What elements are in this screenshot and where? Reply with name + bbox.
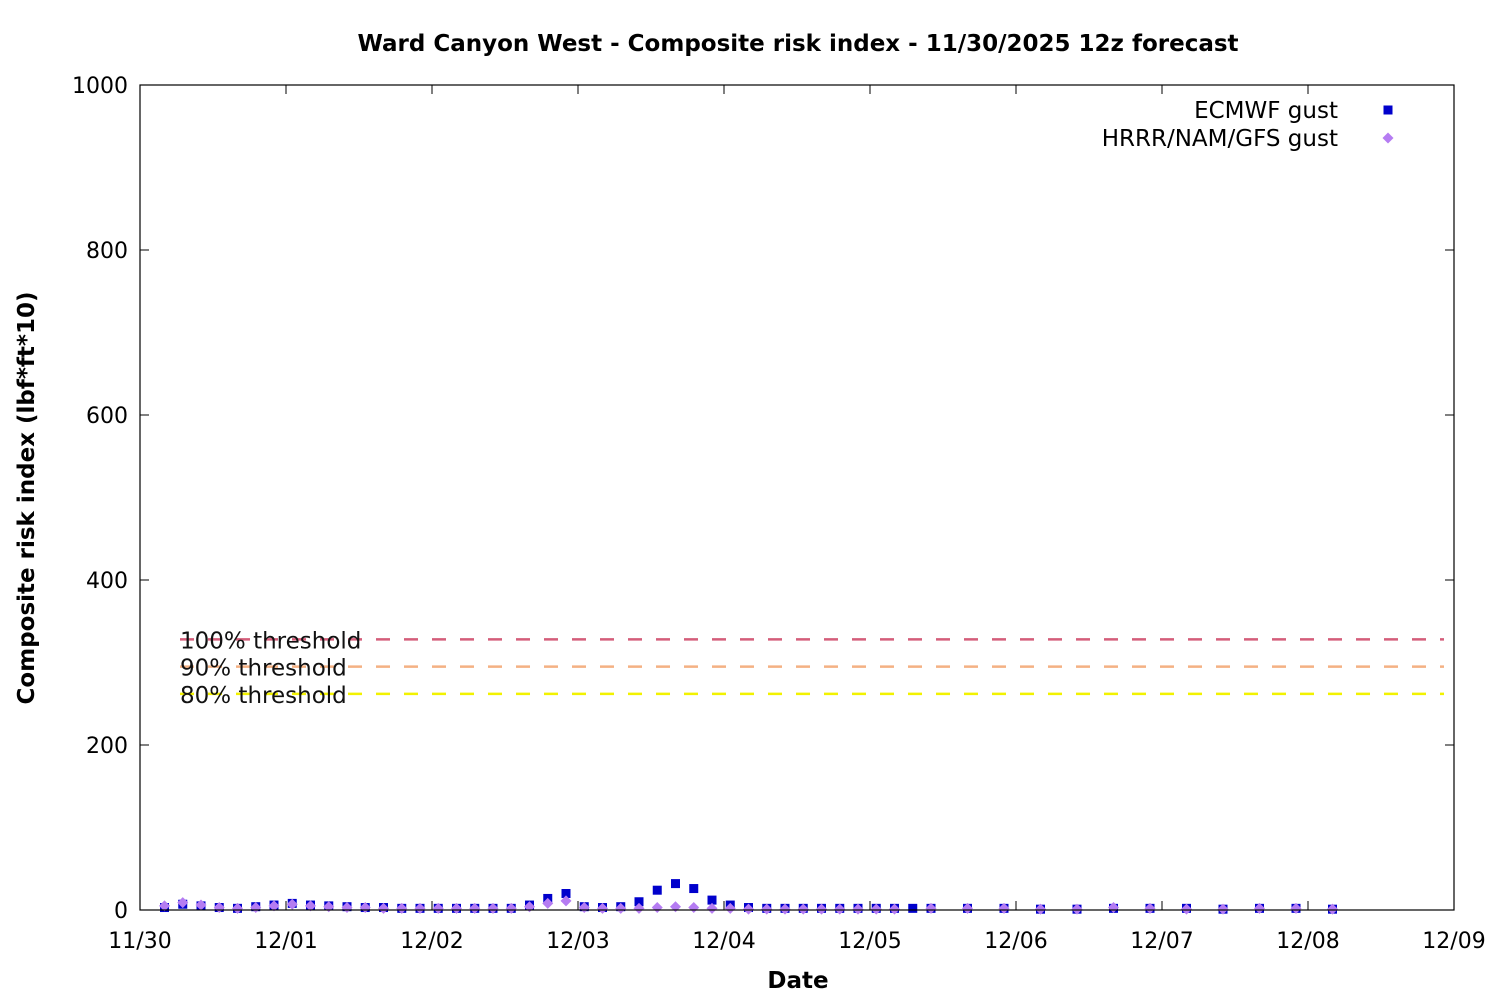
data-point-hrrr xyxy=(469,902,481,914)
data-point-ecmwf xyxy=(707,895,717,905)
data-point-hrrr xyxy=(706,902,718,914)
data-point-hrrr xyxy=(1181,903,1192,915)
data-point-hrrr xyxy=(1327,903,1338,915)
data-point-hrrr xyxy=(286,898,298,910)
chart-title: Ward Canyon West - Composite risk index … xyxy=(357,31,1238,57)
data-point-ecmwf xyxy=(689,884,699,894)
data-point-hrrr xyxy=(615,902,627,914)
threshold-label: 100% threshold xyxy=(180,628,361,654)
data-point-hrrr xyxy=(505,902,517,914)
data-point-ecmwf xyxy=(652,885,662,895)
data-point-hrrr xyxy=(761,903,773,915)
data-point-hrrr xyxy=(1290,902,1302,914)
plot-frame xyxy=(139,84,1455,911)
legend-swatch-ecmwf xyxy=(1383,105,1393,115)
data-point-hrrr xyxy=(779,903,791,915)
data-point-hrrr xyxy=(688,902,700,914)
data-point-hrrr xyxy=(396,902,408,914)
data-point-hrrr xyxy=(651,902,663,914)
data-point-hrrr xyxy=(870,903,882,915)
x-tick-label: 12/01 xyxy=(254,929,317,954)
data-point-hrrr xyxy=(816,903,827,915)
data-point-hrrr xyxy=(159,900,170,912)
y-tick-label: 200 xyxy=(86,734,128,759)
data-point-hrrr xyxy=(414,902,426,914)
data-point-hrrr xyxy=(743,903,754,915)
data-point-hrrr xyxy=(542,897,554,909)
data-point-hrrr xyxy=(432,902,444,914)
x-tick-label: 12/07 xyxy=(1130,929,1193,954)
data-point-hrrr xyxy=(925,902,937,914)
x-axis-label: Date xyxy=(767,968,828,994)
data-point-hrrr xyxy=(232,902,243,914)
data-point-hrrr xyxy=(268,900,280,912)
x-tick-label: 12/03 xyxy=(546,929,609,954)
y-tick-label: 600 xyxy=(86,404,128,429)
x-tick-label: 12/06 xyxy=(984,929,1047,954)
data-point-hrrr xyxy=(560,895,572,907)
data-point-ecmwf xyxy=(634,897,644,907)
y-tick-label: 1000 xyxy=(72,74,128,99)
x-tick-label: 12/02 xyxy=(400,929,463,954)
x-tick-label: 11/30 xyxy=(108,929,171,954)
threshold-label: 90% threshold xyxy=(180,656,347,682)
data-point-hrrr xyxy=(834,903,846,915)
data-point-hrrr xyxy=(1071,903,1083,915)
data-point-hrrr xyxy=(1217,903,1229,915)
x-tick-label: 12/04 xyxy=(692,929,755,954)
x-tick-label: 12/05 xyxy=(838,929,901,954)
legend-label: HRRR/NAM/GFS gust xyxy=(1102,126,1338,152)
x-tick-label: 12/09 xyxy=(1422,929,1485,954)
data-point-hrrr xyxy=(487,902,499,914)
data-series xyxy=(159,879,1338,915)
data-point-hrrr xyxy=(962,902,973,914)
axes: 11/30 12/01 12/02 12/03 12/04 12/05 12/06 12/07… xyxy=(72,74,1486,954)
data-point-hrrr xyxy=(177,897,189,909)
data-point-hrrr xyxy=(451,902,462,914)
data-point-ecmwf xyxy=(561,889,571,898)
data-point-hrrr xyxy=(378,902,389,914)
data-point-hrrr xyxy=(597,902,608,914)
data-point-hrrr xyxy=(633,902,645,914)
data-point-hrrr xyxy=(1035,903,1046,915)
y-axis-label: Composite risk index (lbf*ft*10) xyxy=(14,292,40,705)
data-point-ecmwf xyxy=(908,903,918,913)
data-point-hrrr xyxy=(998,902,1010,914)
y-tick-label: 400 xyxy=(86,569,128,594)
data-point-hrrr xyxy=(797,903,809,915)
threshold-label: 80% threshold xyxy=(180,683,347,709)
legend-label: ECMWF gust xyxy=(1194,98,1338,124)
data-point-hrrr xyxy=(724,902,736,914)
data-point-hrrr xyxy=(852,903,864,915)
y-tick-label: 0 xyxy=(114,899,128,924)
data-point-hrrr xyxy=(305,900,316,912)
data-point-hrrr xyxy=(1144,902,1156,914)
legend-swatch-hrrr xyxy=(1382,132,1394,144)
data-point-hrrr xyxy=(889,903,900,915)
data-point-ecmwf xyxy=(671,879,680,889)
y-tick-label: 800 xyxy=(86,239,128,264)
x-tick-label: 12/08 xyxy=(1276,929,1339,954)
data-point-hrrr xyxy=(1254,902,1265,914)
data-point-hrrr xyxy=(195,899,207,911)
